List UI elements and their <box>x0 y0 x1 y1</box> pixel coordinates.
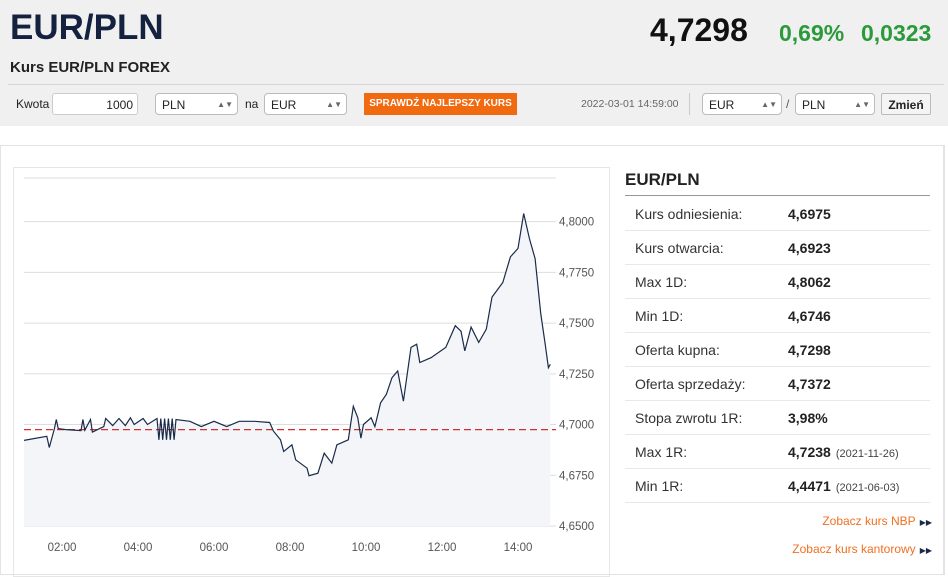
price-line <box>23 213 551 477</box>
info-value-text: 4,6923 <box>788 240 831 256</box>
info-value: 4,8062 <box>788 265 831 299</box>
quote-header: EUR/PLN 4,7298 0,69% 0,0323 Kurs EUR/PLN… <box>0 0 948 126</box>
info-label: Oferta sprzedaży: <box>635 376 746 392</box>
base-currency-select[interactable]: EUR ▲▼ <box>702 93 782 115</box>
info-label: Max 1D: <box>635 274 688 290</box>
select-arrows-icon: ▲▼ <box>326 100 342 109</box>
info-value-text: 4,4471 <box>788 478 831 494</box>
from-currency-value: PLN <box>162 98 186 112</box>
x-tick-label: 04:00 <box>124 542 153 554</box>
info-label: Kurs odniesienia: <box>635 206 743 222</box>
info-value: 4,7238 (2021-11-26) <box>788 435 899 471</box>
x-tick-label: 02:00 <box>48 542 77 554</box>
quote-currency-select[interactable]: PLN ▲▼ <box>795 93 875 115</box>
y-tick-label: 4,7250 <box>559 369 594 381</box>
check-best-rate-button[interactable]: SPRAWDŹ NAJLEPSZY KURS <box>364 93 517 115</box>
to-currency-value: EUR <box>271 98 297 112</box>
info-title: EUR/PLN <box>625 170 700 189</box>
to-currency-select[interactable]: EUR ▲▼ <box>264 93 347 115</box>
exchange-office-rate-link[interactable]: Zobacz kurs kantorowy ▶▶ <box>792 542 932 556</box>
quote-currency-value: PLN <box>802 98 826 112</box>
divider <box>8 84 944 85</box>
double-arrow-icon: ▶▶ <box>919 518 932 527</box>
info-value: 4,6746 <box>788 299 831 333</box>
info-value-text: 3,98% <box>788 410 828 426</box>
info-row: Oferta sprzedaży: 4,7372 <box>625 367 930 401</box>
nbp-rate-link[interactable]: Zobacz kurs NBP ▶▶ <box>822 514 932 528</box>
select-arrows-icon: ▲▼ <box>854 100 870 109</box>
x-tick-label: 12:00 <box>428 542 457 554</box>
info-label: Kurs otwarcia: <box>635 240 724 256</box>
divider <box>625 195 930 196</box>
info-value-text: 4,6746 <box>788 308 831 324</box>
x-tick-label: 06:00 <box>200 542 229 554</box>
info-row: Min 1D: 4,6746 <box>625 299 930 333</box>
x-tick-label: 10:00 <box>352 542 381 554</box>
info-label: Min 1R: <box>635 478 684 494</box>
info-date: (2021-06-03) <box>835 482 900 494</box>
info-value: 4,7298 <box>788 333 831 367</box>
info-label: Max 1R: <box>635 444 688 460</box>
subtitle: Kurs EUR/PLN FOREX <box>10 59 171 76</box>
info-row: Max 1D: 4,8062 <box>625 265 930 299</box>
info-row: Kurs odniesienia: 4,6975 <box>625 197 930 231</box>
change-percent: 0,69% <box>779 20 845 46</box>
na-label: na <box>245 97 259 111</box>
change-pair-button[interactable]: Zmień <box>881 93 931 115</box>
info-label: Min 1D: <box>635 308 684 324</box>
select-arrows-icon: ▲▼ <box>217 100 233 109</box>
info-value-text: 4,7238 <box>788 444 831 460</box>
select-arrows-icon: ▲▼ <box>761 100 777 109</box>
change-absolute: 0,0323 <box>861 20 932 46</box>
y-tick-label: 4,7750 <box>559 267 594 279</box>
x-tick-label: 14:00 <box>504 542 533 554</box>
info-value: 4,6923 <box>788 231 831 265</box>
info-row: Min 1R: 4,4471 (2021-06-03) <box>625 469 930 503</box>
y-tick-label: 4,6750 <box>559 470 594 482</box>
base-currency-value: EUR <box>709 98 735 112</box>
info-value-text: 4,7298 <box>788 342 831 358</box>
price-chart: 4,6500 4,6750 4,7000 4,7250 4,7500 4,7750 4,80… <box>23 177 594 554</box>
info-value: 3,98% <box>788 401 828 435</box>
divider <box>689 93 690 115</box>
kantor-link-text: Zobacz kurs kantorowy <box>792 542 916 556</box>
info-row: Kurs otwarcia: 4,6923 <box>625 231 930 265</box>
info-value-text: 4,8062 <box>788 274 831 290</box>
info-row: Stopa zwrotu 1R: 3,98% <box>625 401 930 435</box>
info-label: Oferta kupna: <box>635 342 720 358</box>
current-price: 4,7298 <box>650 12 748 48</box>
double-arrow-icon: ▶▶ <box>919 546 932 555</box>
y-tick-label: 4,7500 <box>559 318 594 330</box>
info-value-text: 4,7372 <box>788 376 831 392</box>
y-tick-label: 4,6500 <box>559 521 594 533</box>
info-label: Stopa zwrotu 1R: <box>635 410 743 426</box>
info-value: 4,7372 <box>788 367 831 401</box>
info-row: Oferta kupna: 4,7298 <box>625 333 930 367</box>
x-tick-label: 08:00 <box>276 542 305 554</box>
info-date: (2021-11-26) <box>835 448 899 460</box>
chart-container: 4,6500 4,6750 4,7000 4,7250 4,7500 4,7750 4,80… <box>13 167 610 577</box>
amount-input[interactable]: 1000 <box>52 93 138 115</box>
pair-title: EUR/PLN <box>10 8 164 47</box>
amount-label: Kwota <box>16 97 50 111</box>
y-tick-label: 4,8000 <box>559 217 594 229</box>
from-currency-select[interactable]: PLN ▲▼ <box>155 93 238 115</box>
pair-slash: / <box>786 97 790 111</box>
y-tick-label: 4,7000 <box>559 420 594 432</box>
timestamp: 2022-03-01 14:59:00 <box>581 98 679 110</box>
info-row: Max 1R: 4,7238 (2021-11-26) <box>625 435 930 469</box>
info-value-text: 4,6975 <box>788 206 831 222</box>
info-value: 4,4471 (2021-06-03) <box>788 469 899 505</box>
info-value: 4,6975 <box>788 197 831 231</box>
price-area <box>24 213 551 526</box>
nbp-link-text: Zobacz kurs NBP <box>822 514 916 528</box>
